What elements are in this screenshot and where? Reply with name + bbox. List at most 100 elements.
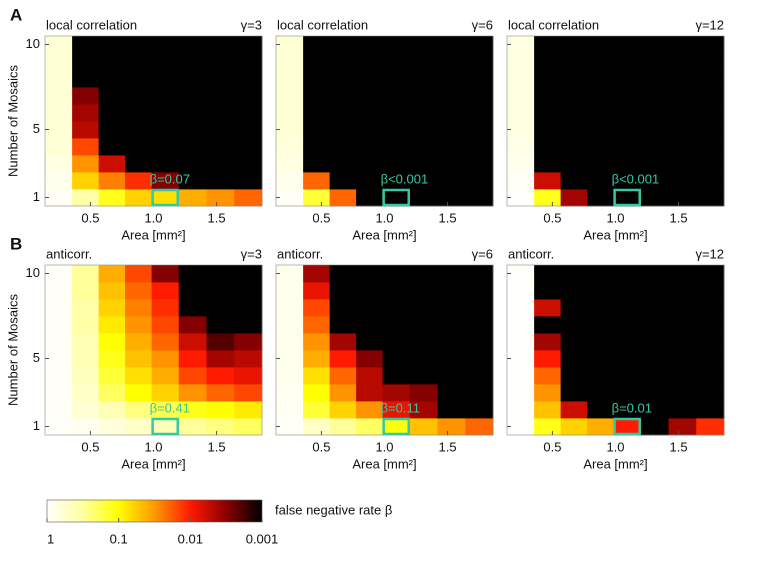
heatmap-cell xyxy=(125,70,153,88)
heatmap-cell xyxy=(234,282,263,300)
heatmap-cell xyxy=(560,70,588,88)
heatmap-cell xyxy=(72,53,100,71)
highlight-box xyxy=(382,417,410,436)
highlight-box xyxy=(151,417,179,436)
x-tick-label: 0.5 xyxy=(312,210,330,225)
heatmap-cell xyxy=(151,333,180,351)
heatmap-cell xyxy=(465,299,494,317)
heatmap-cell xyxy=(668,350,697,368)
heatmap-cell xyxy=(465,104,494,122)
heatmap-cell xyxy=(234,53,263,71)
heatmap-cell xyxy=(696,282,725,300)
heatmap-cell xyxy=(45,70,73,88)
heatmap-cell xyxy=(356,333,384,351)
heatmap-cell xyxy=(98,418,126,436)
heatmap-cell xyxy=(276,36,304,54)
heatmap-cell xyxy=(696,418,725,436)
highlight-box xyxy=(151,188,179,207)
heatmap-cell xyxy=(151,384,180,402)
heatmap-cell xyxy=(329,350,357,368)
y-axis-label: Number of Mosaics xyxy=(5,65,20,177)
heatmap-cell xyxy=(206,299,235,317)
heatmap-cell xyxy=(560,104,588,122)
heatmap-cell xyxy=(98,155,126,173)
heatmap-cell xyxy=(613,138,642,156)
heatmap-cell xyxy=(437,384,466,402)
heatmap-cell xyxy=(507,189,535,207)
heatmap-cell xyxy=(72,138,100,156)
heatmap-cell xyxy=(507,87,535,105)
heatmap-cell xyxy=(613,70,642,88)
heatmap-cell xyxy=(98,384,126,402)
heatmap-cell xyxy=(534,333,562,351)
panel-title: anticorr. xyxy=(508,246,554,261)
heatmap-cell xyxy=(151,70,180,88)
heatmap-cell xyxy=(303,418,331,436)
heatmap-cell xyxy=(696,87,725,105)
heatmap-cell xyxy=(409,36,438,54)
heatmap-cell xyxy=(465,155,494,173)
heatmap-cell xyxy=(98,172,126,190)
heatmap-cell xyxy=(437,87,466,105)
heatmap-cell xyxy=(329,418,357,436)
heatmap-cell xyxy=(465,70,494,88)
heatmap-cell xyxy=(382,87,411,105)
heatmap-cell xyxy=(696,316,725,334)
highlight-box xyxy=(613,417,641,436)
heatmap-cell xyxy=(45,104,73,122)
heatmap-cell xyxy=(437,70,466,88)
heatmap-cell xyxy=(409,189,438,207)
heatmap-cell xyxy=(507,316,535,334)
heatmap-cell xyxy=(696,138,725,156)
heatmap-cell xyxy=(382,155,411,173)
x-tick-label: 1.0 xyxy=(375,210,393,225)
heatmap-cell xyxy=(560,282,588,300)
heatmap-cell xyxy=(465,138,494,156)
y-tick-label: 5 xyxy=(33,350,40,365)
panel-label: B xyxy=(10,234,22,253)
heatmap-cell xyxy=(329,299,357,317)
heatmap-cell xyxy=(206,121,235,139)
heatmap-cell xyxy=(276,333,304,351)
heatmap-cell xyxy=(125,367,153,385)
heatmap-cell xyxy=(72,189,100,207)
heatmap-cell xyxy=(437,53,466,71)
heatmap-cell xyxy=(98,265,126,283)
heatmap-cell xyxy=(437,282,466,300)
heatmap-cell xyxy=(587,367,615,385)
colorbar-tick-label: 1 xyxy=(47,531,54,546)
heatmap-cell xyxy=(45,155,73,173)
heatmap-cell xyxy=(696,189,725,207)
heatmap-cell xyxy=(178,316,207,334)
heatmap-cell xyxy=(151,155,180,173)
x-tick-label: 0.5 xyxy=(543,210,561,225)
heatmap-cell xyxy=(613,401,642,419)
heatmap-cell xyxy=(125,282,153,300)
heatmap-cell xyxy=(382,53,411,71)
heatmap-cell xyxy=(668,418,697,436)
heatmap-cell xyxy=(72,265,100,283)
heatmap-cell xyxy=(329,401,357,419)
heatmap-cell xyxy=(72,367,100,385)
heatmap-cell xyxy=(234,333,263,351)
heatmap-cell xyxy=(640,36,669,54)
heatmap-cell xyxy=(668,384,697,402)
heatmap-cell xyxy=(465,401,494,419)
heatmap-cell xyxy=(409,350,438,368)
heatmap-cell xyxy=(640,333,669,351)
heatmap-cell xyxy=(437,367,466,385)
heatmap-cell xyxy=(409,70,438,88)
heatmap-cell xyxy=(382,104,411,122)
heatmap-cell xyxy=(125,316,153,334)
heatmap-cell xyxy=(640,189,669,207)
heatmap-cell xyxy=(329,155,357,173)
heatmap-cell xyxy=(507,384,535,402)
heatmap-cell xyxy=(178,384,207,402)
heatmap-cell xyxy=(587,418,615,436)
heatmap-cell xyxy=(696,155,725,173)
heatmap-cell xyxy=(178,155,207,173)
heatmap-cell xyxy=(507,104,535,122)
heatmap-cell xyxy=(303,121,331,139)
heatmap-cell xyxy=(465,87,494,105)
heatmap-cell xyxy=(151,104,180,122)
